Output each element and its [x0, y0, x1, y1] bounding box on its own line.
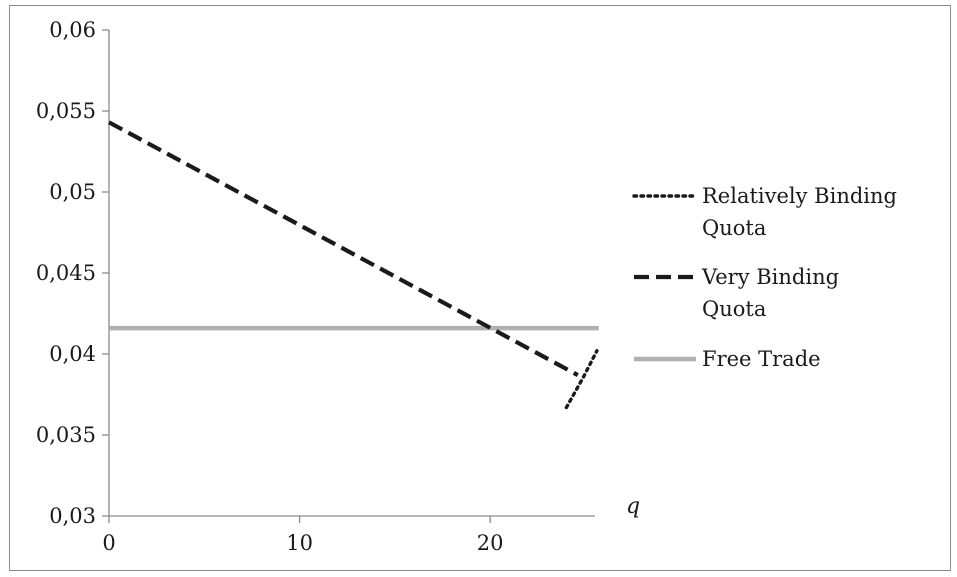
y-tick-label: 0,06	[49, 18, 96, 42]
series-line-relatively-binding-quota	[564, 349, 599, 410]
y-tick-label: 0,035	[36, 423, 96, 447]
x-ticks: 0 10 20	[102, 516, 504, 555]
x-tick-label: 20	[477, 531, 504, 555]
y-tick-label: 0,055	[36, 99, 96, 123]
y-tick-label: 0,03	[49, 504, 96, 528]
chart-area: q 0,03 0,035 0,04 0,045 0,05 0,055 0,06 0 10 20 …	[9, 5, 951, 571]
x-axis-label: q	[626, 494, 640, 519]
legend-label: Very Binding Quota	[701, 265, 839, 321]
x-tick-label: 10	[286, 531, 313, 555]
y-tick-label: 0,045	[36, 261, 96, 285]
legend-label: Relatively Binding Quota	[702, 184, 897, 240]
series-line-very-binding-quota	[108, 120, 579, 377]
legend-label: Free Trade	[702, 347, 821, 371]
y-ticks: 0,03 0,035 0,04 0,045 0,05 0,055 0,06	[36, 18, 109, 528]
legend: Relatively Binding Quota Very Binding Quota…	[632, 184, 897, 371]
y-tick-label: 0,04	[49, 342, 96, 366]
x-tick-label: 0	[102, 531, 115, 555]
y-tick-label: 0,05	[49, 180, 96, 204]
x-axis: q	[109, 494, 640, 519]
plot-lines	[108, 120, 599, 410]
